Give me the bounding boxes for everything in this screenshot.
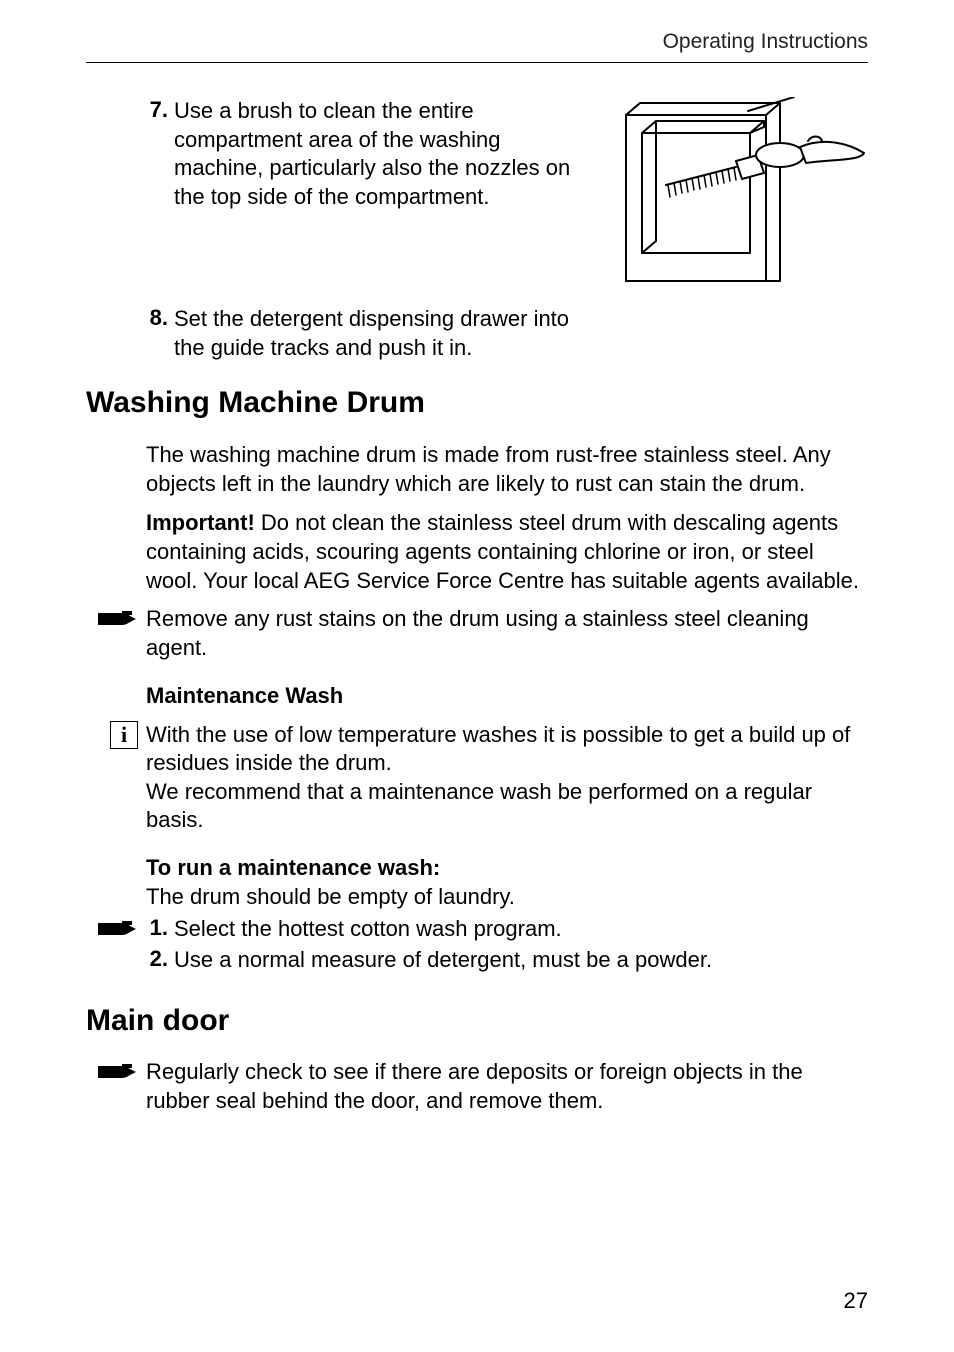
- drum-hand-row: Remove any rust stains on the drum using…: [86, 605, 868, 662]
- hand-icon: [86, 605, 146, 631]
- step-number: 7.: [146, 97, 168, 123]
- maint-info-block: With the use of low temperature washes i…: [146, 721, 868, 835]
- drum-important-paragraph: Important! Do not clean the stainless st…: [146, 508, 868, 595]
- maint-info-row: i With the use of low temperature washes…: [86, 721, 868, 835]
- drum-paragraph-1: The washing machine drum is made from ru…: [146, 440, 868, 498]
- maint-step-2-row: 2. Use a normal measure of detergent, mu…: [86, 946, 868, 975]
- step-8-text: Set the detergent dispensing drawer into…: [174, 305, 594, 362]
- maint-info-text: With the use of low temperature washes i…: [146, 721, 868, 778]
- info-icon: i: [86, 721, 146, 749]
- maint-run-text: The drum should be empty of laundry.: [146, 882, 868, 911]
- step-number: 2.: [146, 946, 168, 972]
- door-text: Regularly check to see if there are depo…: [146, 1058, 868, 1115]
- maint-step-1-text: Select the hottest cotton wash program.: [174, 915, 868, 944]
- heading-maintenance-wash: Maintenance Wash: [146, 683, 868, 709]
- step-7-row: 7. Use a brush to clean the entire compa…: [86, 97, 868, 297]
- compartment-illustration: [588, 97, 868, 297]
- maint-run-label: To run a maintenance wash:: [146, 853, 868, 882]
- maint-rec-text: We recommend that a maintenance wash be …: [146, 778, 868, 835]
- maint-step-2-text: Use a normal measure of detergent, must …: [174, 946, 868, 975]
- step-8-row: 8. Set the detergent dispensing drawer i…: [86, 305, 868, 362]
- important-label: Important!: [146, 510, 255, 535]
- info-icon-box: i: [110, 721, 138, 749]
- step-number: 8.: [146, 305, 168, 331]
- page-number: 27: [844, 1288, 868, 1314]
- step-7-text: Use a brush to clean the entire compartm…: [174, 97, 588, 211]
- door-hand-row: Regularly check to see if there are depo…: [86, 1058, 868, 1115]
- heading-main-door: Main door: [86, 1004, 868, 1038]
- heading-washing-machine-drum: Washing Machine Drum: [86, 386, 868, 420]
- step-number: 1.: [146, 915, 168, 941]
- header-section-title: Operating Instructions: [86, 30, 868, 63]
- maint-run-block: To run a maintenance wash: The drum shou…: [146, 853, 868, 911]
- maint-step-1-row: 1. Select the hottest cotton wash progra…: [86, 915, 868, 944]
- hand-icon: [86, 915, 146, 941]
- page: Operating Instructions 7. Use a brush to…: [0, 0, 954, 1352]
- hand-icon: [86, 1058, 146, 1084]
- drum-hand-text: Remove any rust stains on the drum using…: [146, 605, 868, 662]
